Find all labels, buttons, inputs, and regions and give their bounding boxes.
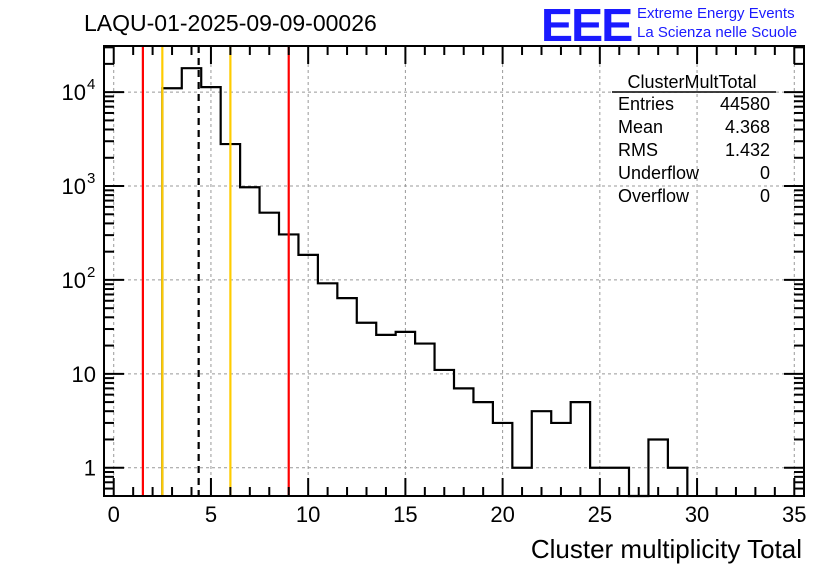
histogram-bin [318,283,337,496]
chart-title: LAQU-01-2025-09-09-00026 [84,10,377,36]
x-tick-label: 25 [588,502,612,527]
x-tick-label: 20 [490,502,514,527]
histogram-bin [571,402,590,496]
y-tick-exponent: 3 [87,170,95,187]
x-tick-label: 0 [108,502,120,527]
histogram-bin [162,88,181,496]
stats-label: Entries [618,94,674,114]
x-tick-label: 30 [685,502,709,527]
histogram-line [161,67,689,498]
stats-value: 44580 [720,94,770,114]
y-tick-exponent: 2 [87,264,95,281]
logo-subtitle: Extreme Energy Events La Scienza nelle S… [637,4,797,42]
plot-frame [103,45,805,497]
histogram-bin [415,344,434,496]
histogram-bin [551,423,570,496]
stats-value: 4.368 [725,117,770,137]
x-tick-label: 5 [205,502,217,527]
histogram-bin [240,187,259,496]
stats-title: ClusterMultTotal [627,72,756,92]
stats-value: 1.432 [725,140,770,160]
histogram-bin [357,323,376,496]
eee-logo: EEE [540,0,633,51]
y-tick-label: 1 [84,456,96,481]
y-tick-label: 10 [62,268,86,293]
y-tick-label: 10 [62,80,86,105]
histogram-bin [376,335,395,496]
histogram-bin [396,332,415,496]
histogram-bin [298,255,317,496]
stats-label: Underflow [618,163,700,183]
stats-value: 0 [760,163,770,183]
stats-label: Mean [618,117,663,137]
stats-value: 0 [760,186,770,206]
histogram-bin [454,388,473,496]
histogram-bin [532,411,551,496]
histogram-bin [473,402,492,496]
histogram-bin [435,370,454,496]
stats-label: RMS [618,140,658,160]
histogram-bin [260,213,279,496]
x-axis-label: Cluster multiplicity Total [531,534,802,564]
x-tick-label: 10 [296,502,320,527]
histogram-bin [337,298,356,496]
logo-line1: Extreme Energy Events [637,5,795,22]
y-tick-label: 10 [62,174,86,199]
logo-line2: La Scienza nelle Scuole [637,24,798,41]
x-tick-label: 15 [393,502,417,527]
y-tick-exponent: 4 [87,76,95,93]
histogram-bin [201,87,220,496]
stats-label: Overflow [618,186,690,206]
y-tick-label: 10 [72,362,96,387]
x-tick-label: 35 [782,502,806,527]
